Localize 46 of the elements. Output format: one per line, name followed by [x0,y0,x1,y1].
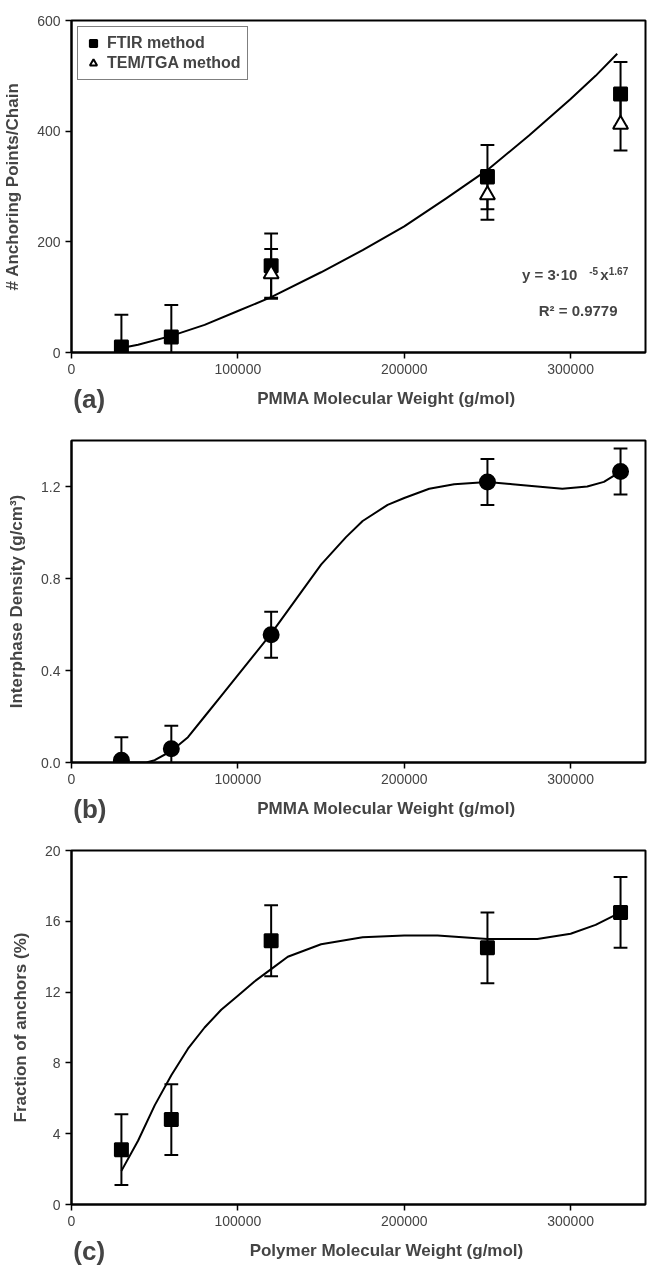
x-tick-label: 300000 [547,770,595,787]
legend-label: FTIR method [107,34,205,52]
y-tick-label: 20 [44,842,61,859]
x-tick-label: 100000 [214,770,262,787]
x-tick-label: 200000 [380,360,428,377]
y-tick-label: 0.4 [41,662,61,679]
x-tick-label: 300000 [547,1212,595,1229]
y-tick-label: 400 [37,123,61,140]
x-axis-title: PMMA Molecular Weight (g/mol) [257,799,516,818]
point [113,339,129,353]
y-tick-label: 16 [44,913,61,930]
y-axis-title: Fraction of anchors (%) [10,932,30,1123]
y-tick-label: 0.8 [41,570,61,587]
y-axis-title: Interphase Density (g/cm³) [7,494,27,709]
x-tick-label: 300000 [547,360,595,377]
x-tick-label: 0 [67,360,76,377]
x-tick-label: 200000 [380,770,428,787]
y-tick-label: 200 [37,233,61,250]
y-tick-label: 0.0 [41,754,61,771]
x-tick-label: 200000 [380,1212,428,1229]
point [113,1142,129,1158]
point [478,185,496,201]
y-tick-label: 0 [52,344,61,361]
y-tick-label: 12 [44,984,61,1001]
x-tick-label: 0 [67,770,76,787]
x-axis-title: PMMA Molecular Weight (g/mol) [257,389,516,408]
legend-label: TEM/TGA method [107,54,241,72]
point [263,933,279,949]
point [613,904,629,920]
point [479,940,495,956]
annotation: R² = 0.9779 [538,302,618,320]
y-axis-title: # Anchoring Points/Chain [3,83,23,291]
x-tick-label: 100000 [214,360,262,377]
y-tick-label: 0 [52,1196,61,1213]
y-tick-label: 1.2 [41,478,61,495]
y-tick-label: 8 [52,1054,61,1071]
text: (a) [73,383,106,414]
x-axis-title: Polymer Molecular Weight (g/mol) [249,1241,524,1260]
x-tick-label: 0 [67,1212,76,1229]
y-tick-label: 600 [37,12,61,29]
y-tick-label: 4 [52,1125,61,1142]
text: (b) [73,793,107,824]
point [163,1112,179,1128]
x-tick-label: 100000 [214,1212,262,1229]
point [612,463,630,481]
text: (c) [73,1235,106,1266]
